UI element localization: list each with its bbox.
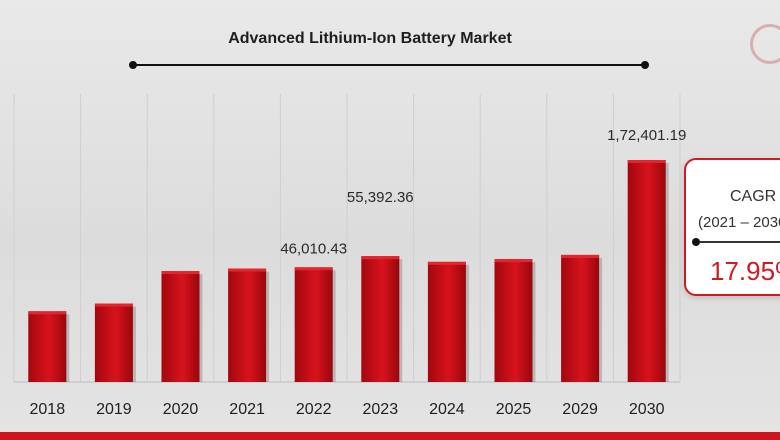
cagr-label: CAGR [730,188,777,205]
bar-top-highlight [161,271,200,275]
cagr-period: (2021 – 2030) [698,214,780,231]
x-tick-label: 2019 [96,401,132,418]
x-tick-label: 2022 [296,401,332,418]
bar-top-highlight [294,267,333,271]
data-label-2022: 46,010.43 [280,240,347,257]
x-tick-label: 2021 [229,401,265,418]
bar-top-highlight [561,254,600,258]
x-tick-label: 2024 [429,401,465,418]
bar-2030 [627,160,666,382]
bar-2018 [28,311,67,382]
bar-top-highlight [28,311,67,315]
bar-2025 [494,259,533,382]
data-label-2023: 55,392.36 [347,189,414,206]
bar-2019 [94,303,133,382]
x-tick-labels: 2018 2019 2020 2021 2022 2023 2024 2025 2029 2030 [30,401,665,418]
bar-2021 [228,268,267,382]
bar-2023 [361,256,400,382]
cagr-divider-dot [692,238,700,246]
cagr-callout: CAGR (2021 – 2030) 17.95% [684,158,780,296]
x-tick-label: 2029 [562,401,598,418]
title-underline-left-dot [129,61,137,69]
bar-top-highlight [494,259,533,263]
x-tick-label: 2025 [496,401,532,418]
title-underline-right-dot [641,61,649,69]
bars [28,160,669,382]
bar-top-highlight [94,303,133,307]
bar-2022 [294,267,333,382]
bar-2024 [427,261,466,382]
x-tick-label: 2020 [163,401,199,418]
bar-top-highlight [361,256,400,260]
bottom-accent-band [0,432,780,440]
bar-2020 [161,271,200,382]
bar-top-highlight [627,160,666,163]
title-underline [129,61,649,69]
bar-2029 [561,254,600,382]
cagr-value: 17.95% [710,256,780,286]
data-label-2030: 1,72,401.19 [607,127,686,144]
chart-title: Advanced Lithium-Ion Battery Market [228,30,512,47]
x-tick-label: 2023 [363,401,399,418]
brand-logo-icon [750,24,780,64]
x-tick-label: 2018 [30,401,66,418]
x-tick-label: 2030 [629,401,665,418]
cagr-divider [700,241,780,243]
data-labels: 46,010.43 55,392.36 1,72,401.19 [280,127,686,257]
bar-top-highlight [427,261,466,265]
bar-top-highlight [228,268,267,272]
